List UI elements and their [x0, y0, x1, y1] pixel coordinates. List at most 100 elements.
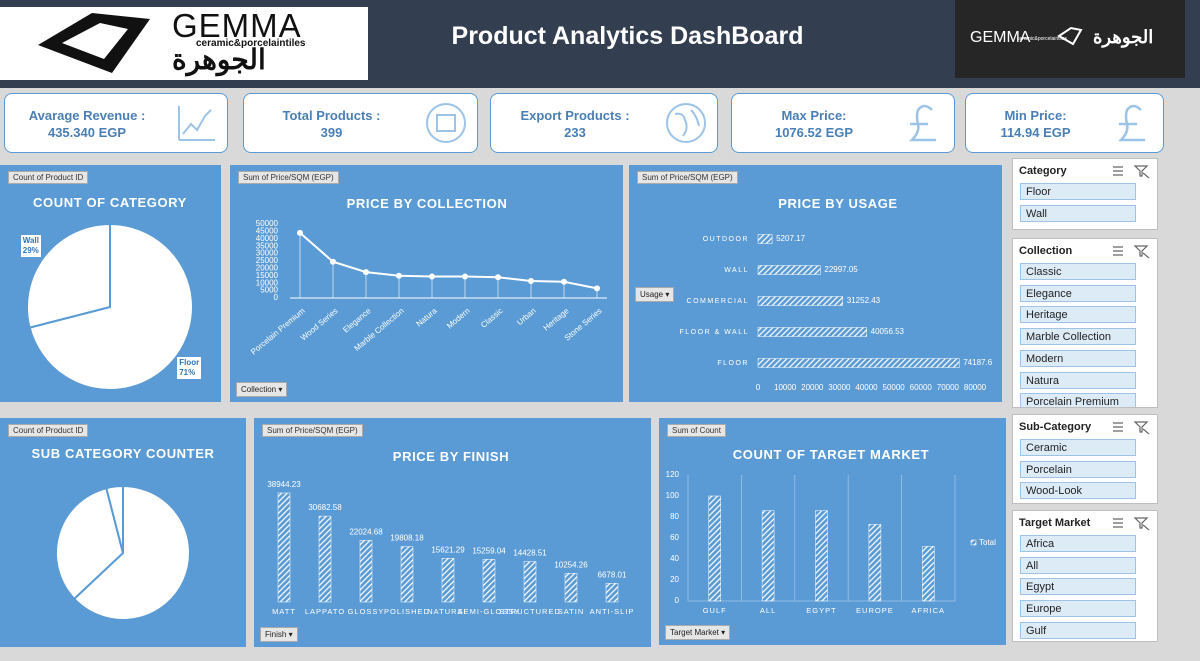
bar [815, 510, 828, 602]
y-tick-label: FLOOR & WALL [680, 329, 749, 336]
slicer-item[interactable]: Porcelain [1020, 460, 1136, 478]
x-tick-label: Classic [479, 306, 505, 329]
bar [482, 559, 496, 603]
chart-title: PRICE BY USAGE [778, 196, 898, 211]
y-tick-label: 30000 [256, 249, 279, 258]
chart-panel: Count of Product ID SUB CATEGORY COUNTER [0, 418, 246, 647]
slicer-item[interactable]: Wall [1020, 204, 1136, 222]
slicer-item[interactable]: Floor [1020, 183, 1136, 200]
bar [761, 510, 775, 602]
filter-dropdown[interactable]: Collection [236, 382, 288, 397]
slicer-item[interactable]: Ceramic [1020, 439, 1136, 456]
clear-filter-icon [1133, 245, 1150, 258]
line-marker [330, 258, 336, 265]
bar [922, 546, 935, 602]
data-label: 5207.17 [776, 234, 805, 243]
slicer-item[interactable]: Marble Collection [1020, 328, 1136, 346]
data-label: 74187.6 [963, 358, 992, 367]
kpi-icon [426, 103, 466, 143]
y-tick-label: 0 [675, 596, 680, 605]
kpi-card: Min Price: 114.94 EGP [965, 93, 1164, 153]
bar [523, 561, 537, 603]
y-tick-label: 35000 [256, 241, 279, 250]
data-label: 6678.01 [598, 570, 627, 579]
bar [605, 583, 619, 603]
slicer-item[interactable]: Egypt [1020, 578, 1136, 596]
line-marker [462, 273, 468, 280]
multi-select-icon [1113, 422, 1123, 432]
chart: 0500010000150002000025000300003500040000… [249, 219, 607, 357]
data-label: 22997.05 [824, 265, 858, 274]
y-tick-label: FLOOR [717, 360, 749, 367]
chart-tag: Count of Product ID [8, 171, 89, 184]
kpi-icon [1117, 104, 1145, 142]
slicer-item[interactable]: Europe [1020, 600, 1136, 618]
chart-panel: 0 5000 10000 15000 20000 25000 30000 35000 40000… [230, 165, 623, 402]
pie-label-category: Floor [179, 357, 200, 367]
slicer-item[interactable]: Elegance [1020, 284, 1136, 302]
data-label: 40056.53 [871, 327, 905, 336]
chart-title: COUNT OF CATEGORY [33, 195, 187, 210]
x-tick-label: 30000 [828, 383, 851, 392]
chart: 0 10000 20000 30000 40000 50000 60000 70000 8000… [680, 234, 993, 392]
clear-filter-icon [1133, 165, 1150, 178]
slicer-item[interactable]: Gulf [1020, 621, 1136, 639]
x-tick-label: Heritage [542, 306, 571, 333]
y-tick-label: 45000 [256, 227, 279, 236]
line-marker [396, 272, 402, 279]
slicer-item[interactable]: Wood-Look [1020, 482, 1136, 500]
filter-dropdown[interactable]: Usage [635, 287, 675, 302]
data-label: 19808.18 [390, 534, 424, 543]
x-tick-label: Natura [414, 306, 439, 329]
y-tick-label: 60 [670, 533, 679, 542]
pie-label: Floor 71% [177, 356, 202, 379]
icon-globe [666, 103, 706, 143]
multi-select-icon [1113, 166, 1123, 176]
y-tick-label: 20 [670, 575, 679, 584]
legend-label: Total [979, 538, 996, 547]
kpi-value: 435.340 EGP [47, 125, 127, 140]
slicer: Sub-Category Ceramic Porcelain Wood-Look [1012, 414, 1158, 504]
line-marker [495, 274, 501, 281]
data-label: 30682.58 [308, 503, 342, 512]
slicer-item[interactable]: Africa [1020, 535, 1136, 552]
logo-brand: GEMMA [172, 7, 302, 44]
icon-line [182, 109, 212, 135]
filter-dropdown[interactable]: Target Market [665, 625, 731, 640]
data-label: 31252.43 [847, 296, 881, 305]
x-tick-label: ALL [760, 606, 776, 615]
bar [757, 327, 867, 337]
y-tick-label: 100 [666, 491, 680, 500]
slicer-title: Target Market [1019, 517, 1091, 529]
logo-mark [1057, 26, 1083, 46]
icon-box [436, 114, 456, 132]
x-tick-label: 80000 [964, 383, 987, 392]
multi-select-icon [1113, 518, 1123, 528]
slicer-item[interactable]: Porcelain Premium [1020, 393, 1136, 407]
filter-dropdown[interactable]: Finish [260, 627, 298, 642]
logo-tagline: ceramic&porcelaintiles [1017, 36, 1068, 42]
logo-left: GEMMA ceramic&porcelaintiles الجوهرة [0, 7, 368, 80]
logo-brand: GEMMA [970, 29, 1031, 46]
x-tick-label: SATIN [558, 607, 585, 616]
icon-land [674, 109, 700, 137]
slicer-item[interactable]: Classic [1020, 263, 1136, 280]
slicer-item[interactable]: Natura [1020, 371, 1136, 389]
slicer-item[interactable]: Modern [1020, 349, 1136, 367]
slicer-item[interactable]: All [1020, 556, 1136, 574]
pie-label-value: 29% [22, 246, 39, 256]
chart-title: COUNT OF TARGET MARKET [732, 447, 930, 462]
pie-slice [55, 486, 125, 601]
x-tick-label: EGYPT [806, 606, 836, 615]
y-tick-label: 25000 [256, 256, 279, 265]
x-tick-label: MATT [272, 607, 296, 616]
x-tick-label: NATURAL [427, 607, 468, 616]
kpi-icon [178, 106, 215, 141]
slicer-item[interactable]: Heritage [1020, 306, 1136, 324]
chart-tag: Count of Product ID [8, 424, 89, 437]
x-tick-label: 20000 [801, 383, 824, 392]
chart-panel: 0 10000 20000 30000 40000 50000 60000 70000 8000… [629, 165, 1002, 402]
kpi-label: Export Products : [520, 108, 630, 123]
bar [277, 492, 291, 603]
x-tick-label: 70000 [937, 383, 960, 392]
